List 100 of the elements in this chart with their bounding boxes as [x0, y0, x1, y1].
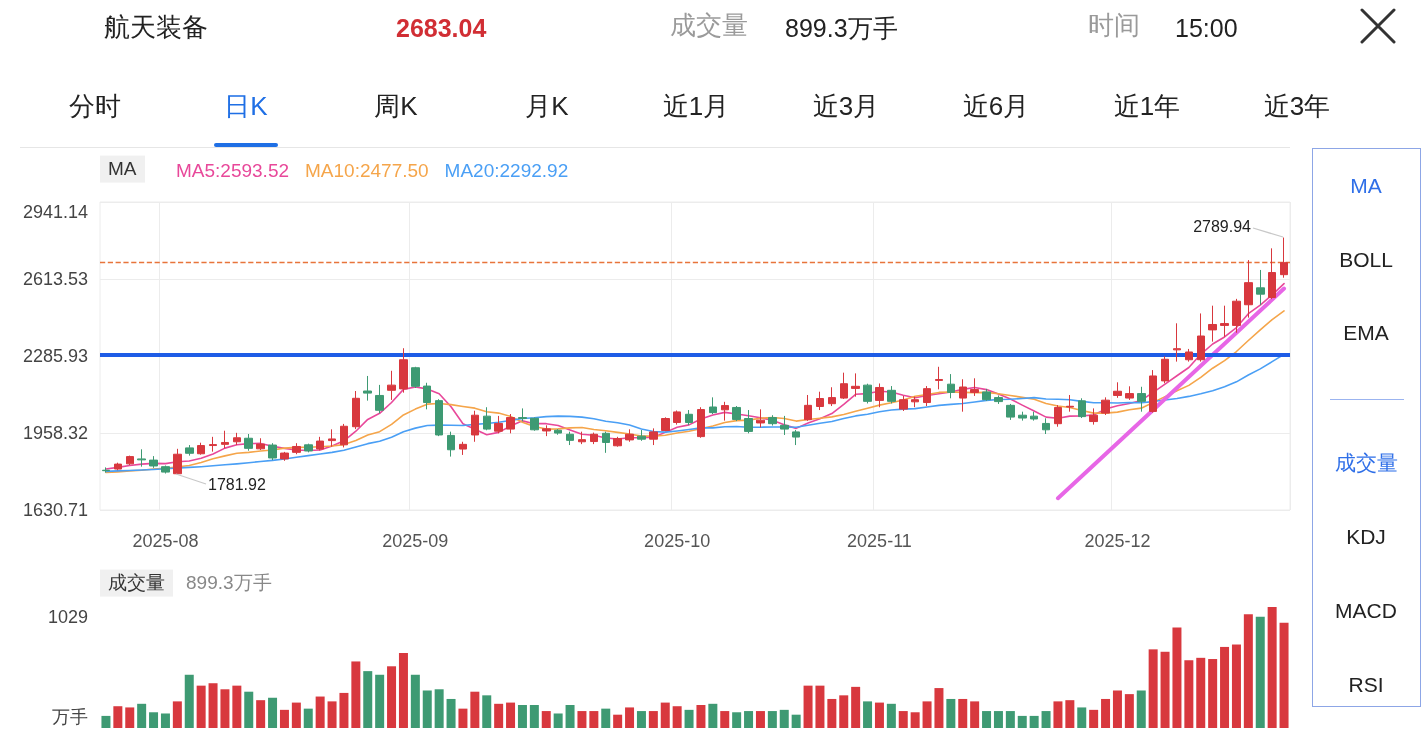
bar — [1208, 659, 1218, 728]
chart-subtitle: 899.3万手 — [186, 571, 272, 595]
candlestick — [1042, 417, 1050, 435]
text: 分时 — [69, 91, 121, 123]
candlestick — [161, 465, 170, 474]
candlestick — [411, 366, 420, 389]
text: 2683.04 — [396, 13, 487, 43]
x-tick-label: 2025-08 — [132, 531, 199, 551]
candlestick — [1113, 381, 1122, 399]
bar — [636, 711, 646, 728]
bar — [708, 703, 718, 728]
bar — [1184, 660, 1194, 728]
bar — [886, 703, 896, 728]
bar — [327, 701, 337, 728]
bar — [815, 685, 825, 728]
text: 时间 — [1088, 10, 1140, 42]
candlestick — [994, 394, 1003, 405]
bar — [982, 711, 992, 728]
text: 近1年 — [1113, 91, 1181, 123]
bar — [589, 711, 599, 728]
text: 日K — [224, 91, 268, 123]
bar — [803, 685, 813, 728]
x-tick-label: 2025-10 — [644, 531, 711, 551]
bar — [101, 715, 111, 728]
annotation: 2789.94 — [1193, 217, 1251, 237]
text: EMA — [1343, 320, 1389, 346]
candlestick — [911, 396, 919, 408]
bar — [744, 711, 754, 728]
candlestick — [387, 370, 396, 401]
candlestick — [1018, 411, 1027, 422]
candlestick — [126, 455, 134, 466]
candlestick — [590, 432, 598, 445]
text: 1029 — [47, 607, 88, 629]
candlestick — [352, 390, 360, 430]
bar — [541, 711, 551, 728]
candlestick — [1197, 312, 1205, 363]
bar — [993, 711, 1003, 728]
candlestick — [197, 442, 205, 456]
bar — [1112, 690, 1122, 728]
x-tick-label: 2025-12 — [1084, 531, 1151, 551]
bar — [208, 683, 218, 728]
candlestick — [1054, 404, 1062, 428]
text: 15:00 — [1175, 13, 1238, 43]
candlestick — [780, 415, 789, 436]
bar — [863, 701, 873, 728]
candlestick — [828, 386, 836, 407]
bar — [1029, 715, 1039, 728]
line-series — [105, 282, 1285, 470]
bar — [1041, 711, 1051, 728]
candlestick — [1208, 305, 1217, 343]
candlestick — [102, 466, 110, 474]
bar — [387, 666, 397, 728]
text: 近1月 — [662, 91, 730, 123]
candlestick — [447, 431, 455, 458]
candlestick — [149, 455, 158, 469]
candlestick — [244, 433, 253, 452]
bar — [410, 674, 420, 728]
text: 成交量 — [670, 10, 748, 42]
bar — [339, 692, 349, 728]
candlestick — [1137, 386, 1146, 413]
text: 周K — [374, 91, 418, 123]
bar — [256, 700, 266, 728]
text: MA — [1350, 173, 1382, 199]
bar — [113, 706, 123, 728]
candlestick — [328, 428, 336, 448]
candlestick — [340, 423, 348, 448]
y-tick-label: 1958.32 — [22, 423, 88, 443]
bar — [648, 711, 658, 728]
bar — [922, 701, 932, 728]
bar — [363, 671, 373, 728]
bar — [482, 695, 492, 728]
candlestick — [209, 436, 217, 453]
candlestick — [280, 451, 289, 462]
candlestick — [173, 448, 182, 475]
candlestick — [661, 416, 670, 432]
bar — [934, 688, 944, 728]
bar — [1005, 711, 1015, 728]
candlestick — [721, 401, 729, 422]
candlestick — [518, 407, 527, 422]
candlestick — [602, 431, 610, 454]
bar — [184, 674, 194, 728]
candlestick — [947, 373, 955, 399]
bar — [839, 695, 849, 728]
bar — [494, 703, 504, 728]
candlestick — [530, 417, 539, 432]
candlestick — [970, 377, 979, 397]
candlestick — [554, 428, 562, 436]
candlestick — [709, 396, 717, 415]
y-tick-label: 1630.71 — [22, 500, 88, 520]
candlestick — [292, 442, 301, 455]
candlestick — [471, 410, 479, 443]
text: 近3年 — [1263, 91, 1331, 123]
bar — [268, 697, 278, 728]
bar — [279, 709, 289, 728]
candlestick — [899, 395, 908, 412]
bar — [672, 706, 682, 728]
bar — [553, 713, 563, 728]
bar — [1196, 657, 1206, 728]
candlestick — [435, 398, 443, 437]
candlestick — [637, 429, 646, 442]
